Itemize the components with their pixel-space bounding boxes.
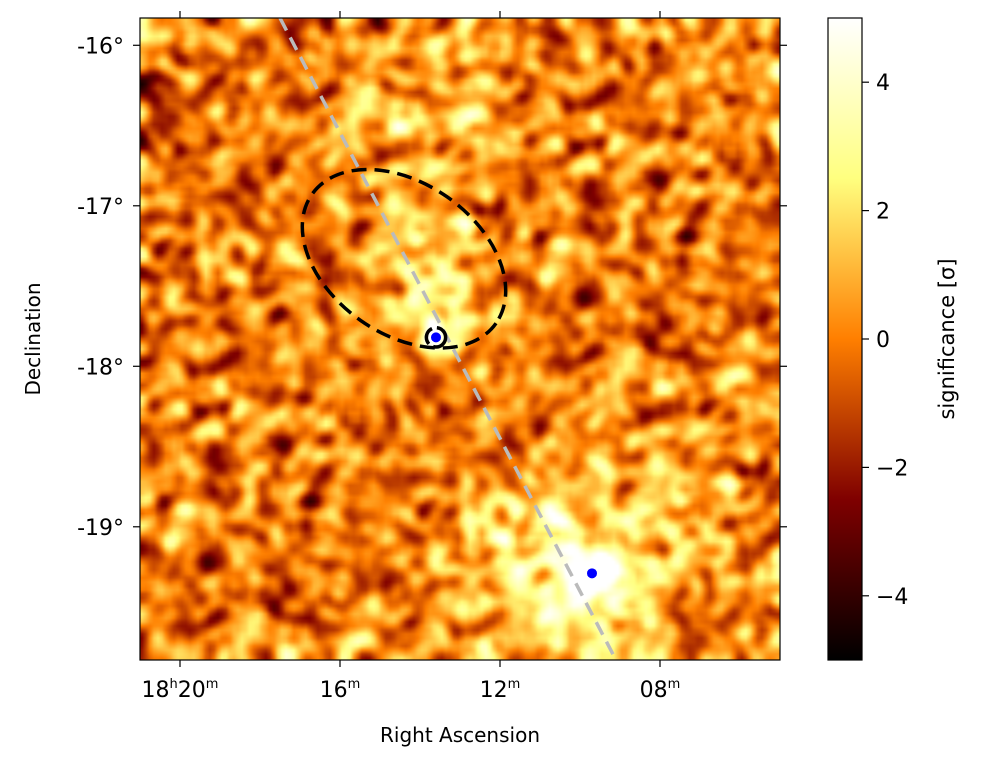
colorbar-tick-label-2: 0 bbox=[876, 328, 890, 353]
x-tick-m-sup: m bbox=[668, 677, 681, 692]
colorbar bbox=[827, 17, 863, 661]
x-axis-ticks: 18h20m 16m 12m 08m bbox=[142, 11, 681, 703]
x-tick-label-0: 18h20m bbox=[142, 677, 219, 703]
heatmap-image bbox=[140, 18, 780, 660]
x-tick-minutes: 12 bbox=[480, 678, 508, 703]
x-tick-minutes: 08 bbox=[640, 678, 668, 703]
plot-frame bbox=[139, 17, 781, 661]
x-tick-m-sup: m bbox=[206, 677, 219, 692]
significance-heatmap bbox=[140, 18, 780, 660]
x-tick-minutes: 16 bbox=[320, 678, 348, 703]
y-tick-label-2: -18° bbox=[77, 355, 124, 380]
dashed-reference-line bbox=[278, 18, 618, 660]
x-tick-hours: 18 bbox=[142, 678, 170, 703]
colorbar-ticks: 4 2 0 −2 −4 bbox=[862, 71, 908, 610]
colorbar-tick-label-3: −2 bbox=[876, 456, 908, 481]
dashed-small-circle bbox=[424, 326, 448, 349]
colorbar-tick-label-4: −4 bbox=[876, 585, 908, 610]
dashed-ellipse-region bbox=[300, 167, 508, 350]
y-tick-label-0: -16° bbox=[77, 34, 124, 59]
colorbar-tick-label-0: 4 bbox=[876, 71, 890, 96]
overlay-layer bbox=[278, 18, 618, 660]
x-tick-m-sup: m bbox=[348, 677, 361, 692]
x-tick-minutes: 20 bbox=[178, 678, 206, 703]
x-tick-m-sup: m bbox=[508, 677, 521, 692]
y-tick-label-1: -17° bbox=[77, 195, 124, 220]
colorbar-tick-label-1: 2 bbox=[876, 200, 890, 225]
y-axis-ticks: -16° -17° -18° -19° bbox=[77, 34, 787, 541]
x-axis-label: Right Ascension bbox=[380, 723, 540, 747]
x-tick-h-sup: h bbox=[170, 677, 178, 692]
x-tick-label-2: 12m bbox=[480, 677, 521, 703]
source-2-marker bbox=[587, 568, 597, 579]
x-tick-label-1: 16m bbox=[320, 677, 361, 703]
x-tick-label-3: 08m bbox=[640, 677, 681, 703]
colorbar-label: significance [σ] bbox=[935, 258, 959, 419]
y-axis-label: Declination bbox=[21, 282, 45, 395]
y-tick-label-3: -19° bbox=[77, 516, 124, 541]
source-1-marker bbox=[431, 332, 441, 343]
